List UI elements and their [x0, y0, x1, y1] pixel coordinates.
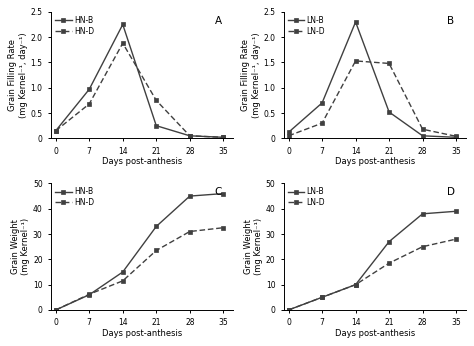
LN-B — [420, 212, 426, 216]
Text: B: B — [447, 16, 455, 26]
HN-D — [53, 129, 59, 133]
HN-B — [220, 191, 226, 195]
Text: C: C — [215, 187, 222, 197]
LN-D — [420, 127, 426, 131]
LN-D — [386, 261, 392, 265]
LN-D — [420, 245, 426, 249]
LN-B — [319, 101, 325, 105]
Line: HN-D: HN-D — [53, 41, 226, 140]
HN-D — [120, 41, 126, 45]
HN-B — [120, 22, 126, 27]
HN-D — [187, 134, 192, 138]
Line: LN-D: LN-D — [286, 237, 458, 312]
HN-D — [86, 102, 92, 106]
LN-B — [319, 295, 325, 299]
HN-B — [154, 224, 159, 228]
HN-D — [86, 292, 92, 296]
LN-B — [420, 134, 426, 138]
Legend: HN-B, HN-D: HN-B, HN-D — [53, 14, 96, 37]
LN-B — [286, 308, 292, 312]
Text: A: A — [215, 16, 222, 26]
X-axis label: Days post-anthesis: Days post-anthesis — [335, 157, 415, 166]
LN-D — [453, 134, 459, 138]
Legend: LN-B, LN-D: LN-B, LN-D — [286, 14, 327, 37]
Legend: LN-B, LN-D: LN-B, LN-D — [286, 186, 327, 209]
Y-axis label: Grain Weight
(mg Kernel⁻¹): Grain Weight (mg Kernel⁻¹) — [244, 218, 263, 275]
LN-B — [353, 20, 358, 24]
LN-D — [353, 283, 358, 287]
LN-D — [286, 134, 292, 138]
Y-axis label: Grain Weight
(mg Kernel⁻¹): Grain Weight (mg Kernel⁻¹) — [11, 218, 30, 275]
Y-axis label: Grain Filling Rate
(mg Kernel⁻¹, day⁻¹): Grain Filling Rate (mg Kernel⁻¹, day⁻¹) — [9, 32, 28, 118]
Line: LN-D: LN-D — [286, 58, 458, 139]
HN-D — [154, 98, 159, 102]
HN-D — [187, 229, 192, 234]
HN-B — [220, 135, 226, 139]
HN-B — [187, 194, 192, 198]
LN-D — [453, 237, 459, 241]
HN-D — [120, 279, 126, 283]
LN-B — [386, 110, 392, 114]
Text: D: D — [447, 187, 456, 197]
Line: HN-B: HN-B — [53, 191, 226, 312]
LN-B — [453, 135, 459, 139]
Y-axis label: Grain Filling Rate
(mg Kernel⁻¹, day⁻¹): Grain Filling Rate (mg Kernel⁻¹, day⁻¹) — [241, 32, 261, 118]
LN-D — [353, 59, 358, 63]
X-axis label: Days post-anthesis: Days post-anthesis — [335, 329, 415, 338]
LN-B — [386, 239, 392, 244]
HN-B — [154, 124, 159, 128]
HN-B — [53, 129, 59, 133]
HN-B — [120, 270, 126, 274]
HN-B — [86, 293, 92, 297]
HN-D — [154, 248, 159, 253]
X-axis label: Days post-anthesis: Days post-anthesis — [102, 157, 182, 166]
HN-D — [53, 308, 59, 312]
HN-D — [220, 226, 226, 230]
LN-D — [386, 61, 392, 65]
Line: LN-B: LN-B — [286, 209, 458, 312]
HN-D — [220, 135, 226, 139]
HN-B — [53, 308, 59, 312]
LN-D — [319, 295, 325, 299]
X-axis label: Days post-anthesis: Days post-anthesis — [102, 329, 182, 338]
Line: HN-D: HN-D — [53, 225, 226, 312]
LN-B — [286, 130, 292, 134]
HN-B — [86, 87, 92, 91]
LN-B — [353, 283, 358, 287]
LN-D — [286, 308, 292, 312]
Line: LN-B: LN-B — [286, 19, 458, 140]
Line: HN-B: HN-B — [53, 22, 226, 140]
HN-B — [187, 134, 192, 138]
LN-D — [319, 121, 325, 125]
Legend: HN-B, HN-D: HN-B, HN-D — [53, 186, 96, 209]
LN-B — [453, 209, 459, 213]
